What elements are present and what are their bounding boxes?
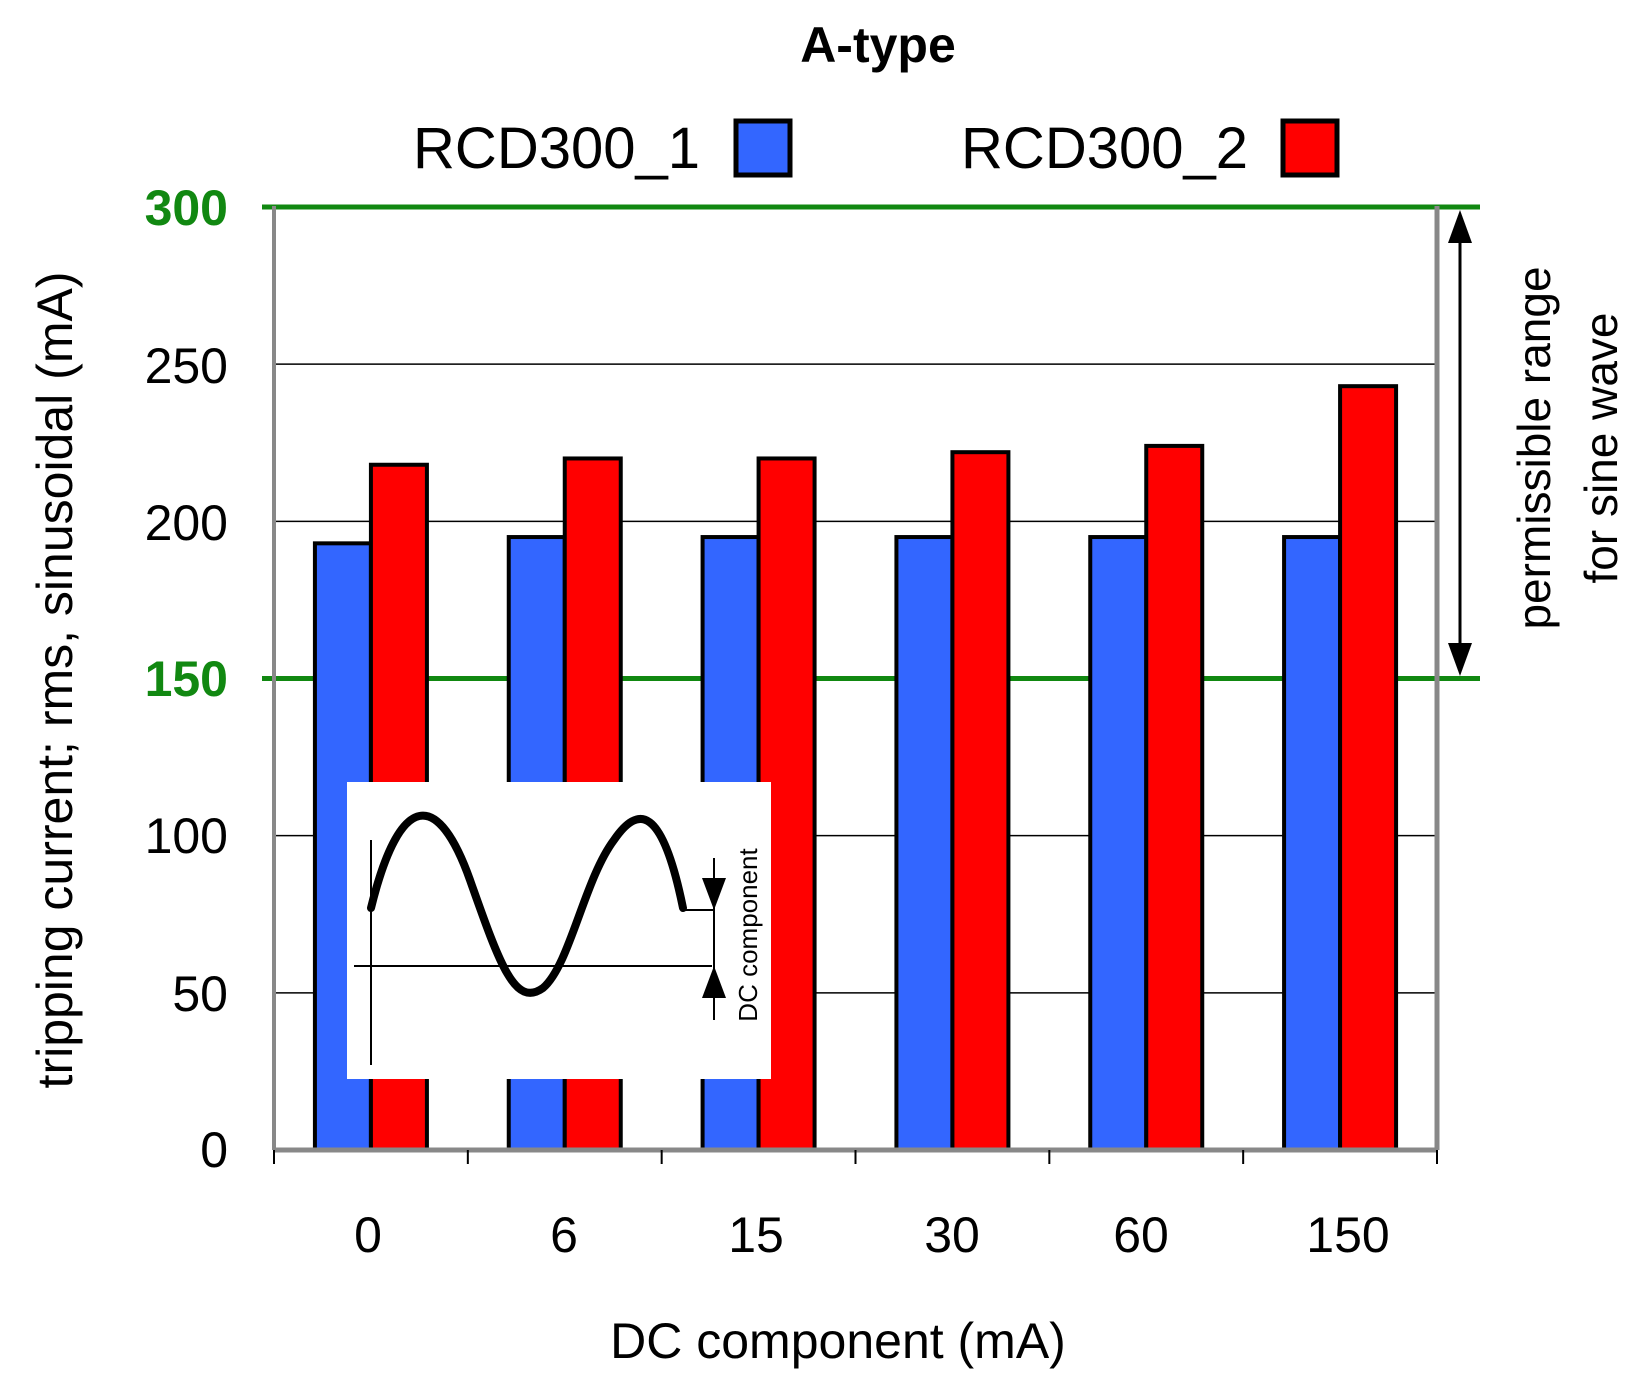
inset-panel	[347, 782, 771, 1079]
y-axis-ticks: 0 50 100 150 200 250 300	[145, 180, 228, 1178]
y-tick-label-highlighted: 150	[145, 651, 228, 707]
inset-illustration: DC component	[347, 782, 771, 1079]
y-tick-label: 0	[200, 1122, 228, 1178]
range-arrow-down-icon	[1448, 643, 1472, 676]
x-tick-label: 15	[728, 1207, 784, 1263]
chart-title: A-type	[800, 17, 956, 73]
y-tick-label: 200	[145, 495, 228, 551]
range-arrow-up-icon	[1448, 210, 1472, 243]
reference-lines	[262, 204, 1480, 681]
x-axis-labels: 0 6 15 30 60 150	[354, 1207, 1390, 1263]
range-label-line1: permissible range	[1508, 266, 1560, 629]
y-tick-label: 50	[172, 966, 228, 1022]
x-axis-title: DC component (mA)	[610, 1313, 1066, 1369]
range-label-line2: for sine wave	[1575, 312, 1627, 583]
x-tick-label: 30	[924, 1207, 980, 1263]
range-annotation: permissible range for sine wave	[1448, 210, 1627, 676]
inset-arrow-up-icon	[702, 966, 726, 998]
legend-swatch-rcd300-1	[733, 118, 793, 178]
x-tick-label: 6	[550, 1207, 578, 1263]
y-tick-label-highlighted: 300	[145, 180, 228, 236]
bar-rcd300-2-30	[950, 450, 1011, 1152]
bar-rcd300-1-150	[1282, 535, 1343, 1152]
y-tick-label: 250	[145, 338, 228, 394]
inset-dc-label: DC component	[733, 848, 763, 1022]
legend-label-rcd300-1: RCD300_1	[413, 116, 700, 181]
inset-arrow-down-icon	[702, 878, 726, 910]
legend: RCD300_1 RCD300_2	[413, 116, 1340, 181]
y-tick-label: 100	[145, 808, 228, 864]
bar-rcd300-1-30	[894, 535, 955, 1152]
bar-rcd300-2-60	[1144, 443, 1205, 1153]
x-tick-label: 0	[354, 1207, 382, 1263]
x-tick-label: 60	[1113, 1207, 1169, 1263]
x-tick-label: 150	[1306, 1207, 1389, 1263]
legend-swatch-rcd300-2	[1280, 118, 1340, 178]
bar-rcd300-1-60	[1088, 535, 1149, 1152]
bar-rcd300-2-150	[1338, 384, 1399, 1153]
legend-label-rcd300-2: RCD300_2	[961, 116, 1248, 181]
y-axis-title: tripping current; rms, sinusoidal (mA)	[27, 272, 83, 1089]
sine-wave-icon	[367, 811, 687, 997]
x-axis-ticks	[273, 1150, 1438, 1164]
